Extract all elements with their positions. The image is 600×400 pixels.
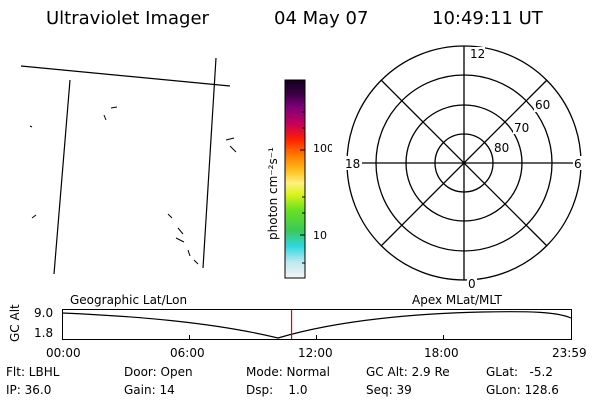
timeline-frame (62, 309, 572, 340)
map-longitude-line (53, 79, 71, 275)
instrument-title: Ultraviolet Imager (46, 8, 209, 29)
status-seq: Seq: 39 (366, 383, 412, 397)
status-glat: GLat: -5.2 (486, 365, 553, 379)
status-gain: Gain: 14 (124, 383, 175, 397)
colorbar-tick-100: 100 (313, 142, 332, 155)
mlt-label-0: 0 (468, 277, 476, 291)
map-longitude-line (202, 57, 217, 269)
time-tick-2359: 23:59 (552, 346, 587, 360)
lat-label-80: 80 (494, 141, 509, 155)
apex-label: Apex MLat/MLT (412, 293, 502, 307)
colorbar: 100 10 photon cm⁻²s⁻¹ (266, 79, 332, 279)
map-latitude-line (20, 65, 231, 87)
geographic-map (20, 57, 237, 275)
time-tick-0000: 00:00 (46, 346, 81, 360)
mlt-label-6: 6 (574, 157, 582, 171)
observation-time: 10:49:11 UT (432, 8, 543, 29)
lat-label-70: 70 (514, 121, 529, 135)
status-door: Door: Open (124, 365, 193, 379)
time-tick-0600: 06:00 (170, 346, 205, 360)
status-gc-alt: GC Alt: 2.9 Re (366, 365, 450, 379)
polar-diagonal (380, 79, 548, 247)
gc-alt-tick-low: 1.8 (34, 326, 54, 340)
status-mode: Mode: Normal (246, 365, 330, 379)
status-filter: Flt: LBHL (6, 365, 60, 379)
status-dsp: Dsp: 1.0 (246, 383, 308, 397)
time-tick-1800: 18:00 (424, 346, 459, 360)
geographic-label: Geographic Lat/Lon (70, 293, 188, 307)
colorbar-tick-10: 10 (313, 229, 327, 242)
status-glon: GLon: 128.6 (486, 383, 559, 397)
mlt-label-12: 12 (470, 47, 485, 61)
polar-plot: 12 6 0 18 60 70 80 (344, 45, 585, 291)
observation-date: 04 May 07 (274, 8, 369, 29)
colorbar-scale (284, 79, 306, 279)
status-ip: IP: 36.0 (6, 383, 52, 397)
coastline-fragments (29, 106, 237, 265)
mlt-label-18: 18 (345, 157, 360, 171)
time-tick-1200: 12:00 (298, 346, 333, 360)
orbit-timeline (62, 309, 572, 340)
gc-alt-tick-high: 9.0 (34, 306, 54, 320)
colorbar-unit-label: photon cm⁻²s⁻¹ (266, 147, 280, 240)
lat-label-60: 60 (535, 98, 550, 112)
altitude-curve (62, 311, 572, 339)
gc-alt-axis-label: GC Alt (8, 304, 22, 342)
